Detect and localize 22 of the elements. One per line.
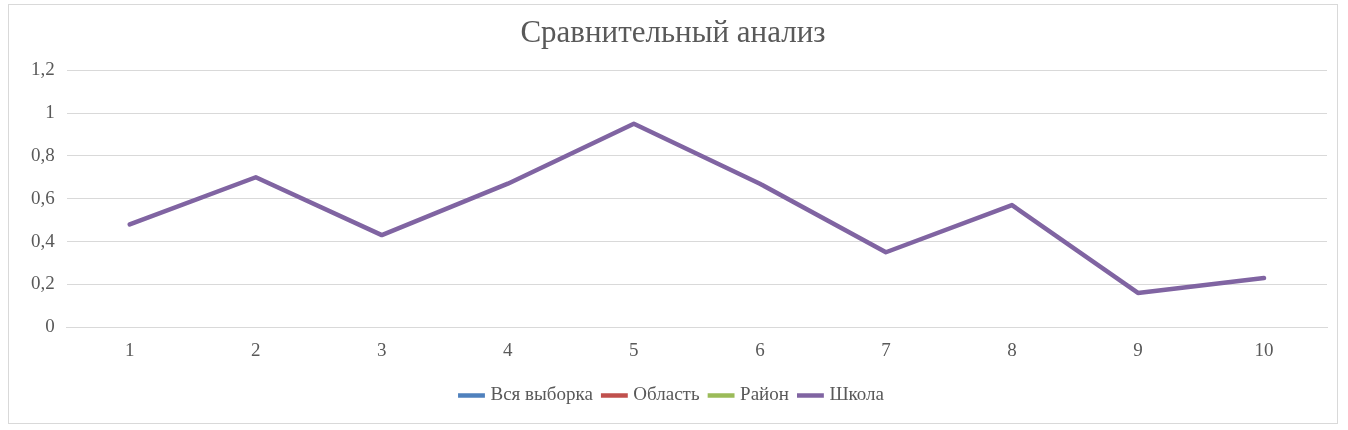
y-tick-label: 1,2 [31, 58, 55, 80]
x-tick-label: 8 [1007, 338, 1017, 360]
legend-label: Район [740, 383, 789, 405]
x-tick-label: 9 [1133, 338, 1143, 360]
chart-title: Сравнительный анализ [520, 13, 826, 49]
x-tick-label: 10 [1254, 338, 1274, 360]
x-tick-label: 7 [881, 338, 891, 360]
x-tick-label: 6 [755, 338, 765, 360]
x-tick-label: 4 [503, 338, 514, 360]
x-tick-label: 2 [251, 338, 261, 360]
legend-label: Вся выборка [490, 383, 594, 405]
x-tick-label: 5 [629, 338, 639, 360]
y-tick-label: 0,2 [31, 272, 55, 294]
y-tick-label: 0,4 [31, 229, 56, 251]
y-tick-label: 0,8 [31, 143, 55, 165]
x-tick-label: 1 [125, 338, 135, 360]
y-tick-label: 1 [45, 101, 55, 123]
legend-label: Область [633, 383, 700, 405]
y-tick-label: 0 [45, 315, 55, 337]
x-tick-label: 3 [377, 338, 387, 360]
legend-label: Школа [829, 383, 885, 405]
y-tick-label: 0,6 [31, 186, 55, 208]
